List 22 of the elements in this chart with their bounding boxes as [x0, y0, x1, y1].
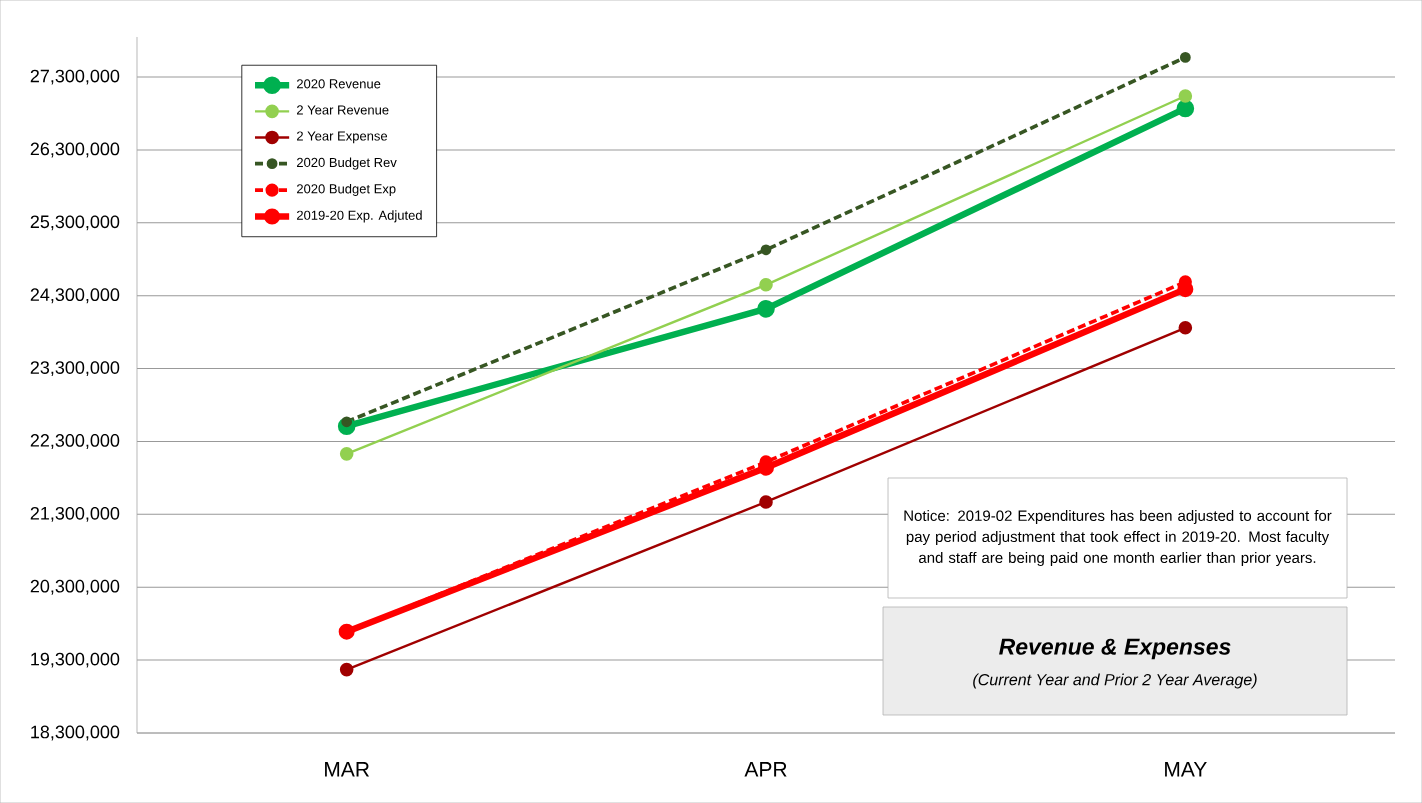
annotation: Notice: 2019-02 Expenditures has been adjusted to account for pay period adjustment that took effect in 2019-20. Most faculty and staff are being paid one month earlier than prior years. — [904, 510, 1332, 566]
legend-label: 2020 Budget Rev — [297, 157, 397, 170]
x-tick-label: APR — [744, 762, 787, 777]
legend-label: 2020 Revenue — [297, 79, 381, 89]
text: (Current Year and Prior 2 Year Average) — [973, 673, 1257, 689]
text: Revenue & Expenses — [999, 638, 1231, 660]
legend-label: 2 Year Revenue — [297, 105, 389, 115]
y-tick-label: 25,300,000 — [30, 215, 120, 231]
legend-label: 2020 Budget Exp — [297, 183, 396, 196]
y-tick-label: 19,300,000 — [31, 652, 120, 668]
y-tick-label: 23,300,000 — [30, 361, 120, 377]
x-tick-label: MAY — [1165, 762, 1207, 777]
y-tick-label: 27,300,000 — [30, 69, 120, 85]
y-tick-label: 21,300,000 — [30, 506, 120, 522]
y-tick-label: 18,300,000 — [31, 725, 120, 741]
y-tick-label: 20,300,000 — [30, 579, 120, 595]
legend-label: 2 Year Expense — [297, 131, 388, 144]
y-tick-label: 26,300,000 — [30, 142, 120, 158]
x-tick-label: MAR — [325, 762, 370, 777]
y-tick-label: 22,300,000 — [30, 434, 120, 449]
legend-label: 2019-20 Exp. Adjuted — [297, 210, 422, 223]
y-tick-label: 24,300,000 — [30, 288, 120, 304]
